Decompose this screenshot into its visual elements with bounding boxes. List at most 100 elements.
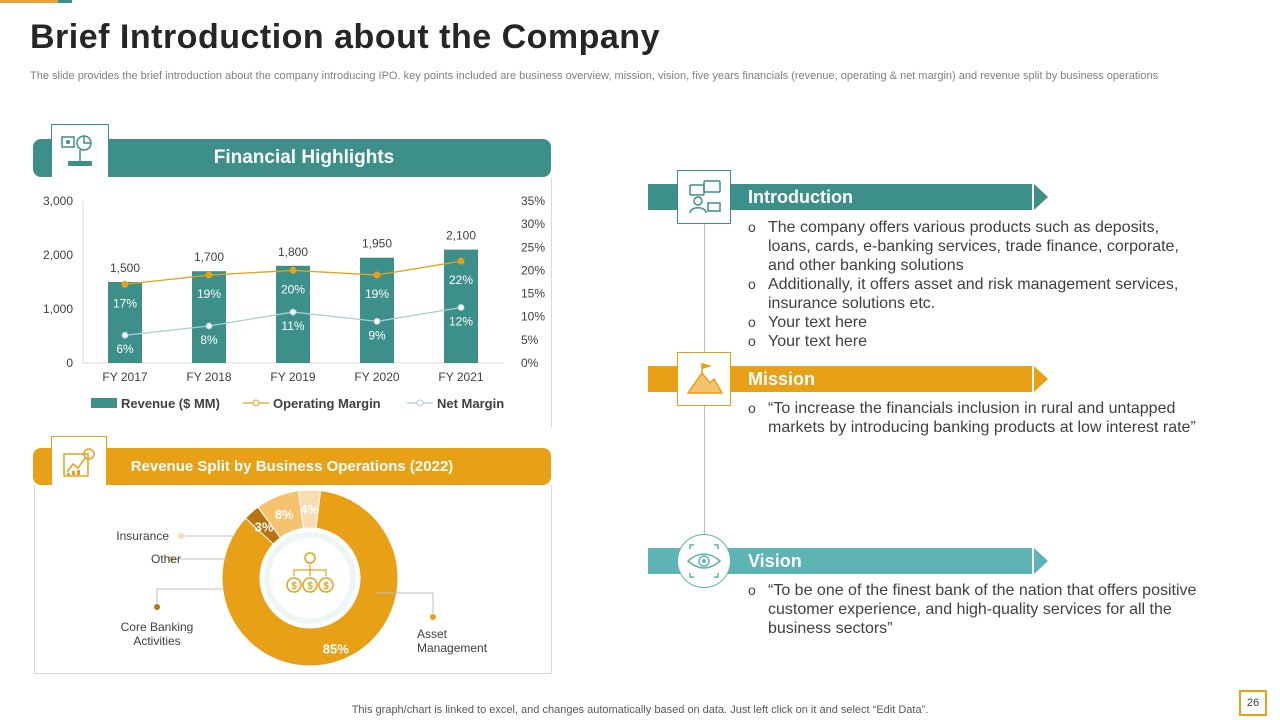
- revenue-bar: [108, 282, 142, 363]
- mission-title: Mission: [748, 368, 816, 389]
- top-accent-line: [0, 0, 58, 3]
- legend-net-margin-label: Net Margin: [437, 396, 504, 411]
- page-title: Brief Introduction about the Company: [30, 18, 660, 56]
- svg-text:$: $: [323, 581, 329, 592]
- donut-data-label: 8%: [275, 507, 294, 522]
- svg-text:$: $: [307, 581, 313, 592]
- financial-highlights-chart-area: 0 1,000 2,000 3,000 0% 5% 10% 15% 20% 25% 30% 35% 1,…: [33, 177, 552, 427]
- callout-dot: [168, 556, 174, 562]
- operating-margin-point: [121, 280, 129, 288]
- callout-leader-line: [375, 592, 434, 613]
- mission-arrow: [1034, 366, 1048, 392]
- vision-arrow: [1034, 548, 1048, 574]
- operating-margin-data-label: 19%: [197, 287, 221, 301]
- y-right-tick-label: 15%: [521, 287, 545, 301]
- operating-margin-point: [457, 257, 465, 265]
- revenue-data-label: 1,700: [194, 250, 224, 264]
- y-left-tick-label: 0: [66, 356, 73, 370]
- mountain-flag-icon: [677, 352, 731, 406]
- y-right-tick-label: 5%: [521, 333, 539, 347]
- list-item: “To increase the financials inclusion in…: [748, 399, 1218, 437]
- net-margin-data-label: 12%: [449, 314, 473, 328]
- y-right-tick-label: 20%: [521, 263, 545, 277]
- operating-margin-point: [289, 266, 297, 274]
- callout-dot: [178, 533, 184, 539]
- slice-category-label: Insurance: [116, 529, 169, 543]
- list-item: The company offers various products such…: [748, 218, 1188, 275]
- x-tick-label: FY 2020: [354, 370, 399, 384]
- svg-text:$: $: [291, 581, 297, 592]
- page-number: 26: [1239, 690, 1267, 716]
- vision-bullets: “To be one of the finest bank of the nat…: [748, 581, 1218, 638]
- x-tick-label: FY 2018: [186, 370, 231, 384]
- operating-margin-point: [205, 271, 213, 279]
- slice-category-label: Core Banking: [121, 620, 194, 634]
- y-right-tick-label: 0%: [521, 356, 539, 370]
- y-left-tick-label: 3,000: [43, 194, 73, 208]
- operating-margin-point: [373, 271, 381, 279]
- y-left-tick-label: 2,000: [43, 248, 73, 262]
- net-margin-data-label: 6%: [116, 342, 134, 356]
- revenue-split-heading: Revenue Split by Business Operations (20…: [130, 458, 454, 475]
- money-distribution-icon: $ $ $: [286, 552, 334, 593]
- vision-title: Vision: [748, 550, 802, 571]
- operating-margin-data-label: 17%: [113, 296, 137, 310]
- y-right-tick-label: 10%: [521, 310, 545, 324]
- revenue-split-chart-area: $ $ $85% 3% 8% 4% Insurance Other Core Banking Ac…: [34, 485, 552, 674]
- operating-margin-data-label: 20%: [281, 282, 305, 296]
- introduction-title: Introduction: [748, 186, 853, 207]
- revenue-split-donut-chart: $ $ $85% 3%8% 4% Insurance Other Core BankingAc…: [116, 489, 488, 667]
- legend-operating-margin-label: Operating Margin: [273, 396, 381, 411]
- slice-category-label: Management: [417, 641, 488, 655]
- introduction-arrow: [1034, 184, 1048, 210]
- legend-revenue-label: Revenue ($ MM): [121, 396, 220, 411]
- donut-slice: [297, 489, 322, 529]
- y-right-tick-label: 30%: [521, 217, 545, 231]
- footnote: This graph/chart is linked to excel, and…: [351, 704, 929, 716]
- donut-data-label: 3%: [255, 520, 274, 535]
- revenue-data-label: 2,100: [446, 229, 476, 243]
- donut-slice: [221, 490, 399, 667]
- revenue-data-label: 1,500: [110, 261, 140, 275]
- financial-highlights-header: Financial Highlights: [33, 139, 551, 177]
- net-margin-data-label: 9%: [368, 328, 386, 342]
- revenue-data-label: 1,950: [362, 237, 392, 251]
- list-item: “To be one of the finest bank of the nat…: [748, 581, 1218, 638]
- legend-net-margin-marker: [416, 399, 424, 407]
- list-item: Your text here: [748, 313, 1188, 332]
- net-margin-point: [205, 322, 213, 330]
- legend-operating-margin-marker: [252, 399, 260, 407]
- operating-margin-data-label: 19%: [365, 287, 389, 301]
- mission-bullets: “To increase the financials inclusion in…: [748, 399, 1218, 437]
- page-subtitle: The slide provides the brief introductio…: [30, 70, 1159, 82]
- donut-data-label: 4%: [300, 502, 319, 517]
- introduction-bullets: The company offers various products such…: [748, 218, 1188, 351]
- net-margin-point: [457, 303, 465, 311]
- revenue-split-header: Revenue Split by Business Operations (20…: [33, 448, 551, 485]
- net-margin-data-label: 8%: [200, 333, 218, 347]
- presentation-person-icon: [677, 170, 731, 224]
- x-tick-label: FY 2021: [438, 370, 483, 384]
- finance-chart-icon: [51, 436, 107, 491]
- net-margin-data-label: 11%: [281, 319, 304, 333]
- donut-data-label: 85%: [323, 641, 349, 656]
- slice-category-label: Activities: [133, 634, 180, 648]
- slice-category-label: Other: [151, 552, 181, 566]
- operating-margin-data-label: 22%: [449, 273, 473, 287]
- net-margin-point: [289, 308, 297, 316]
- net-margin-point: [121, 331, 129, 339]
- revenue-data-label: 1,800: [278, 245, 308, 259]
- x-tick-label: FY 2017: [102, 370, 147, 384]
- x-tick-label: FY 2019: [270, 370, 315, 384]
- presentation-chart-icon: [51, 124, 109, 180]
- callout-dot: [430, 614, 436, 620]
- list-item: Your text here: [748, 332, 1188, 351]
- net-margin-point: [373, 317, 381, 325]
- revenue-bar: [192, 271, 226, 363]
- financial-highlights-chart: 0 1,000 2,000 3,000 0% 5% 10% 15% 20% 25% 30% 35% 1,…: [43, 194, 545, 411]
- callout-dot: [154, 604, 160, 610]
- callout-leader-line: [156, 588, 225, 603]
- top-accent-line-teal: [58, 0, 72, 3]
- eye-icon: [677, 534, 731, 588]
- slice-category-label: Asset: [417, 627, 448, 641]
